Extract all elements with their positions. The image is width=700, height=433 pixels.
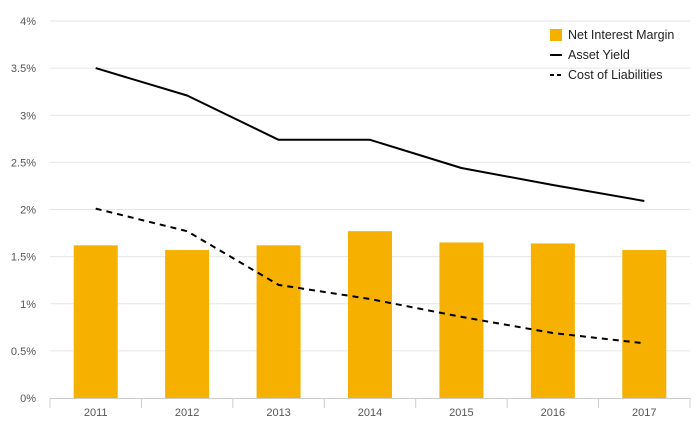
bar — [622, 250, 667, 398]
y-axis: 0% 0.5% 1% 1.5% 2% 2.5% 3% 3.5% 4% — [11, 16, 36, 405]
x-tick-label: 2014 — [358, 407, 382, 419]
y-tick-label: 2% — [20, 205, 36, 217]
series-line — [95, 207, 645, 345]
y-tick-label: 4% — [20, 16, 36, 28]
y-tick-label: 0% — [20, 393, 36, 405]
legend-label: Asset Yield — [568, 48, 630, 62]
line-series — [95, 67, 645, 345]
bar — [73, 245, 118, 398]
legend-label: Cost of Liabilities — [568, 68, 663, 82]
bar — [256, 245, 301, 398]
bar — [348, 231, 392, 398]
x-tick-label: 2015 — [449, 407, 473, 419]
y-tick-label: 2.5% — [11, 157, 36, 169]
legend-label: Net Interest Margin — [568, 28, 674, 42]
x-axis: 2011 2012 2013 2014 2015 2016 2017 — [49, 398, 691, 419]
x-tick-label: 2017 — [632, 407, 656, 419]
y-tick-label: 3.5% — [11, 63, 36, 75]
bar — [165, 250, 210, 398]
y-tick-label: 1.5% — [11, 252, 36, 264]
y-tick-label: 3% — [20, 110, 36, 122]
x-tick-label: 2012 — [175, 407, 199, 419]
bar-series — [73, 231, 667, 398]
x-tick-label: 2013 — [266, 407, 290, 419]
y-tick-label: 1% — [20, 299, 36, 311]
legend-swatch — [550, 29, 562, 41]
series-line — [95, 67, 645, 202]
x-tick-label: 2016 — [541, 407, 565, 419]
y-tick-label: 0.5% — [11, 346, 36, 358]
legend: Net Interest Margin Asset Yield Cost of Li… — [550, 28, 674, 82]
x-tick-label: 2011 — [84, 407, 108, 419]
bar — [530, 243, 575, 398]
